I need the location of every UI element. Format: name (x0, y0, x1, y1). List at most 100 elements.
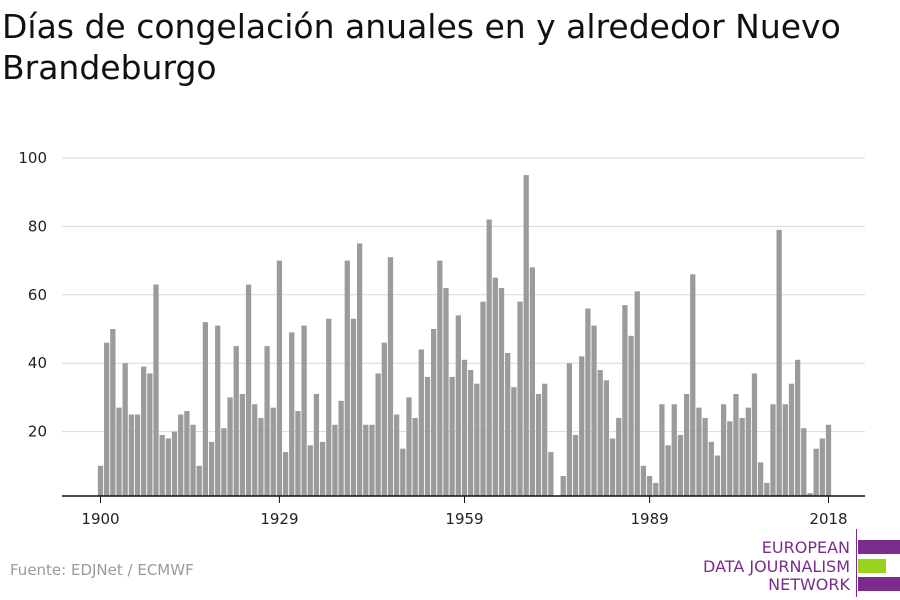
source-note: Fuente: EDJNet / ECMWF (10, 561, 194, 579)
bar-1992 (665, 445, 671, 496)
bar-1978 (579, 356, 585, 496)
bar-2003 (733, 393, 739, 496)
bar-1942 (356, 243, 363, 496)
bar-1950 (406, 397, 412, 496)
bar-1938 (332, 424, 338, 496)
bar-1989 (646, 476, 653, 496)
bar-1975 (560, 476, 566, 496)
bar-1937 (326, 318, 332, 496)
bar-2010 (776, 229, 782, 496)
bar-1906 (134, 414, 141, 496)
bars (97, 175, 832, 496)
edjnet-logo: EUROPEAN DATA JOURNALISM NETWORK (690, 529, 900, 597)
bar-1921 (227, 397, 233, 496)
bar-1965 (498, 287, 505, 496)
bar-1987 (634, 291, 640, 496)
bar-2013 (795, 359, 801, 496)
bar-1982 (603, 380, 610, 496)
bar-1929 (276, 260, 283, 496)
bar-1951 (412, 417, 418, 496)
bar-2017 (819, 438, 825, 496)
logo-text-data-journalism: DATA JOURNALISM (703, 557, 850, 576)
bar-1927 (264, 346, 270, 496)
bar-1973 (548, 452, 554, 496)
bar-1923 (239, 393, 246, 496)
bar-1902 (110, 329, 116, 496)
bar-1955 (437, 260, 443, 496)
bar-1900 (97, 465, 104, 496)
bar-1930 (282, 452, 289, 496)
bar-1997 (696, 407, 702, 496)
bar-1980 (591, 325, 597, 496)
bar-1945 (375, 373, 381, 496)
bar-1940 (344, 260, 350, 496)
bar-1912 (171, 431, 178, 496)
bar-2011 (782, 404, 788, 496)
bar-1976 (566, 363, 573, 496)
logo-bar-top (858, 540, 900, 554)
bar-1959 (461, 359, 468, 496)
bar-1928 (270, 407, 276, 496)
bar-1931 (289, 332, 295, 496)
bar-1915 (190, 424, 196, 496)
bar-1993 (671, 404, 677, 496)
logo-bar-middle (858, 559, 886, 573)
bar-1949 (400, 448, 406, 496)
bar-1968 (517, 301, 523, 496)
bar-2007 (758, 462, 764, 496)
bar-1907 (141, 366, 147, 496)
bar-1972 (542, 383, 548, 496)
bar-1963 (486, 219, 492, 496)
bar-1934 (307, 445, 313, 496)
bar-1926 (258, 417, 264, 496)
bar-2008 (764, 482, 770, 496)
y-tick-label-100: 100 (18, 149, 47, 167)
bar-2005 (745, 407, 751, 496)
bar-1947 (387, 257, 394, 496)
bar-1985 (622, 305, 628, 496)
bar-1981 (597, 370, 603, 496)
bar-1956 (443, 287, 449, 496)
bar-1986 (628, 335, 634, 496)
bar-1966 (505, 352, 511, 496)
bar-1961 (474, 383, 480, 496)
bar-1954 (431, 329, 437, 496)
bar-1969 (523, 175, 529, 496)
bar-1914 (184, 411, 190, 496)
bar-1996 (690, 274, 696, 496)
bar-1984 (616, 417, 622, 496)
y-tick-label-80: 80 (28, 217, 47, 235)
bar-1964 (492, 277, 498, 496)
x-tick-label-1959: 1959 (445, 510, 483, 528)
bar-1918 (208, 441, 215, 496)
y-tick-labels: 20 40 60 80 100 (18, 149, 47, 441)
x-tick-label-1989: 1989 (630, 510, 668, 528)
bar-2006 (751, 373, 758, 496)
bar-1936 (319, 441, 326, 496)
bar-1909 (153, 284, 159, 496)
bar-1946 (381, 342, 387, 496)
x-tick-label-1929: 1929 (260, 510, 298, 528)
chart-title: Días de congelación anuales en y alreded… (2, 7, 841, 87)
bar-1943 (363, 424, 369, 496)
bar-2009 (770, 404, 776, 496)
bar-2000 (714, 455, 721, 496)
bar-1933 (301, 325, 307, 496)
bar-1983 (609, 438, 616, 496)
bar-1944 (369, 424, 375, 496)
bar-1935 (313, 393, 320, 496)
bar-1924 (245, 284, 252, 496)
bar-1919 (215, 325, 221, 496)
bar-2014 (801, 428, 807, 496)
bar-1953 (424, 376, 431, 496)
bar-1932 (295, 411, 301, 496)
bar-1990 (653, 482, 659, 496)
bar-1958 (455, 315, 461, 496)
bar-1988 (640, 465, 647, 496)
bar-1939 (338, 400, 344, 496)
bar-1971 (535, 393, 542, 496)
logo-bar-bottom (858, 577, 900, 591)
bar-1979 (585, 308, 591, 496)
bar-2002 (727, 421, 733, 496)
